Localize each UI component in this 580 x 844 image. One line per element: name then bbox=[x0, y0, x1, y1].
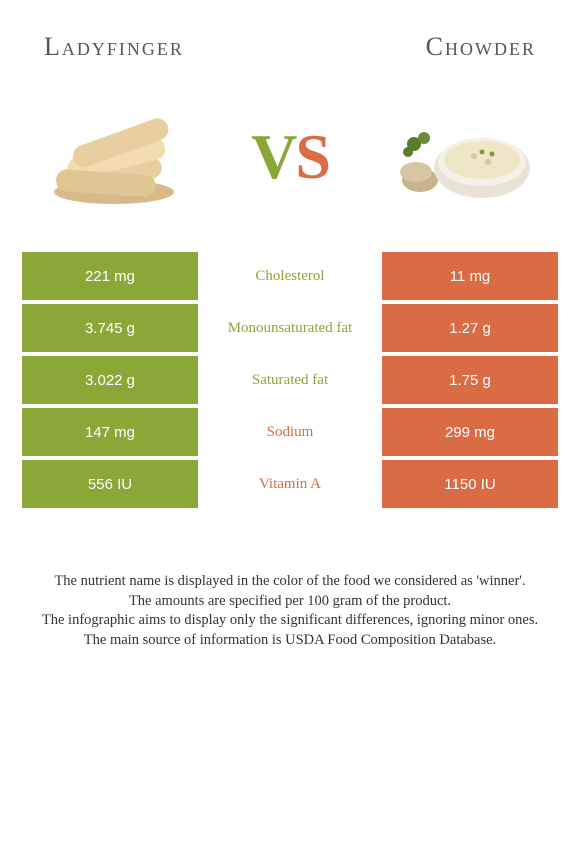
table-row: 3.745 g Monounsaturated fat 1.27 g bbox=[22, 304, 558, 352]
note-line: The infographic aims to display only the… bbox=[28, 611, 552, 631]
header: Ladyfinger Chowder bbox=[0, 0, 580, 62]
title-right: Chowder bbox=[426, 32, 536, 62]
value-left: 147 mg bbox=[22, 408, 198, 456]
value-left: 221 mg bbox=[22, 252, 198, 300]
value-right: 1.27 g bbox=[382, 304, 558, 352]
vs-v: V bbox=[251, 121, 295, 192]
note-line: The nutrient name is displayed in the co… bbox=[28, 572, 552, 592]
table-row: 3.022 g Saturated fat 1.75 g bbox=[22, 356, 558, 404]
nutrient-table: 221 mg Cholesterol 11 mg 3.745 g Monouns… bbox=[22, 252, 558, 508]
value-left: 3.022 g bbox=[22, 356, 198, 404]
title-left: Ladyfinger bbox=[44, 32, 184, 62]
value-left: 3.745 g bbox=[22, 304, 198, 352]
value-left: 556 IU bbox=[22, 460, 198, 508]
value-right: 1.75 g bbox=[382, 356, 558, 404]
nutrient-label: Cholesterol bbox=[198, 252, 382, 300]
image-row: VS bbox=[0, 62, 580, 242]
vs-s: S bbox=[295, 121, 329, 192]
note-line: The main source of information is USDA F… bbox=[28, 631, 552, 651]
note-line: The amounts are specified per 100 gram o… bbox=[28, 592, 552, 612]
footnotes: The nutrient name is displayed in the co… bbox=[28, 572, 552, 650]
ladyfinger-image bbox=[44, 102, 184, 212]
nutrient-label: Monounsaturated fat bbox=[198, 304, 382, 352]
nutrient-label: Sodium bbox=[198, 408, 382, 456]
chowder-image bbox=[396, 102, 536, 212]
nutrient-label: Vitamin A bbox=[198, 460, 382, 508]
table-row: 556 IU Vitamin A 1150 IU bbox=[22, 460, 558, 508]
vs-label: VS bbox=[251, 120, 329, 194]
value-right: 11 mg bbox=[382, 252, 558, 300]
nutrient-label: Saturated fat bbox=[198, 356, 382, 404]
table-row: 147 mg Sodium 299 mg bbox=[22, 408, 558, 456]
value-right: 299 mg bbox=[382, 408, 558, 456]
value-right: 1150 IU bbox=[382, 460, 558, 508]
table-row: 221 mg Cholesterol 11 mg bbox=[22, 252, 558, 300]
